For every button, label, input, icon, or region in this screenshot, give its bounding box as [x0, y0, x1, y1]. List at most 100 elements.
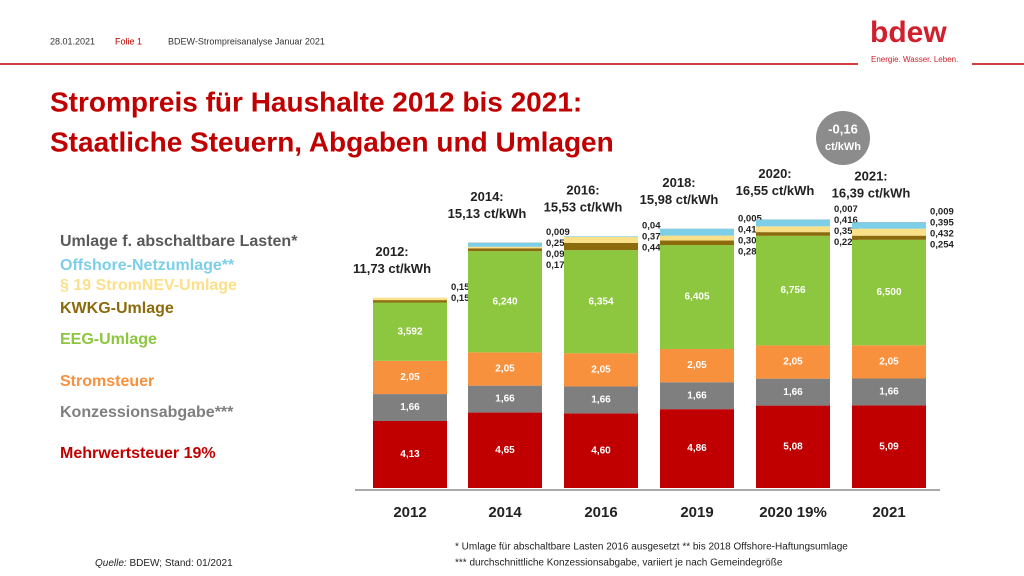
- bar-segment: [564, 242, 638, 251]
- bar-segment: [373, 394, 447, 422]
- segment-label: 0,395: [930, 218, 954, 229]
- segment-label: 0,007: [834, 204, 858, 215]
- segment-label: 2,05: [687, 360, 707, 371]
- legend-label: EEG-Umlage: [60, 331, 157, 348]
- segment-label: 0,416: [738, 224, 762, 235]
- source-text: BDEW; Stand: 01/2021: [127, 558, 233, 569]
- bar-segment: [373, 302, 447, 361]
- total-year: 2014:: [470, 189, 503, 204]
- source-label: Quelle:: [95, 558, 127, 569]
- bar-segment: [660, 348, 734, 383]
- bar-segment: [660, 240, 734, 246]
- segment-label: 6,354: [588, 296, 613, 307]
- bar-segment: [373, 360, 447, 395]
- tagline: Energie. Wasser. Leben.: [871, 55, 958, 64]
- bar-segment: [373, 297, 447, 301]
- total-year: 2018:: [662, 175, 695, 190]
- segment-label: 4,13: [400, 449, 420, 460]
- segment-label: 4,86: [687, 443, 707, 454]
- slide-number: Folie 1: [115, 36, 142, 46]
- segment-label: 6,405: [684, 292, 709, 303]
- segment-label: 4,65: [495, 445, 515, 456]
- segment-label: 2,05: [495, 364, 515, 375]
- bar-segment: [660, 245, 734, 349]
- total-value: 15,13 ct/kWh: [448, 206, 527, 221]
- segment-label: 0,445: [642, 243, 666, 254]
- legend-label: Umlage f. abschaltbare Lasten*: [60, 233, 298, 250]
- bar-segment: [756, 219, 830, 227]
- segment-label: 0,250: [546, 238, 570, 249]
- bar-segment: [756, 405, 830, 488]
- segment-label: 0,04: [642, 221, 661, 232]
- segment-label: 2,05: [400, 372, 420, 383]
- bar-segment: [852, 405, 926, 488]
- bar-segment: [852, 228, 926, 236]
- bar-segment: [852, 345, 926, 379]
- segment-label: 0,005: [738, 213, 762, 224]
- bar-segment: [660, 382, 734, 410]
- segment-label: 6,756: [780, 285, 805, 296]
- segment-label: 1,66: [591, 395, 611, 406]
- footnote: * Umlage für abschaltbare Lasten 2016 au…: [455, 542, 848, 553]
- segment-label: 0,226: [834, 237, 858, 248]
- bar-segment: [564, 250, 638, 354]
- segment-label: 6,240: [492, 296, 517, 307]
- x-tick-label: 2020 19%: [759, 504, 827, 521]
- x-tick-label: 2019: [680, 504, 713, 521]
- total-value: 16,55 ct/kWh: [736, 183, 815, 198]
- segment-label: 0,178: [546, 260, 570, 271]
- legend-label: Mehrwertsteuer 19%: [60, 445, 216, 462]
- segment-label: 0,009: [546, 227, 570, 238]
- bar-segment: [468, 352, 542, 386]
- segment-label: 0,358: [834, 226, 858, 237]
- segment-label: 0,254: [930, 240, 954, 251]
- x-tick-label: 2012: [393, 504, 426, 521]
- segment-label: 0,432: [930, 229, 954, 240]
- bar-segment: [564, 386, 638, 414]
- total-year: 2016:: [566, 183, 599, 198]
- footnote: *** durchschnittliche Konzessionsabgabe,…: [455, 558, 783, 569]
- segment-label: 0,151: [451, 282, 475, 293]
- legend-label: § 19 StromNEV-Umlage: [60, 277, 237, 294]
- segment-label: 2,05: [879, 357, 899, 368]
- bar-segment: [852, 239, 926, 346]
- segment-label: 1,66: [879, 387, 899, 398]
- total-value: 16,39 ct/kWh: [832, 186, 911, 201]
- bar-segment: [373, 300, 447, 303]
- bar-segment: [660, 235, 734, 241]
- segment-label: 0,150: [451, 293, 475, 304]
- bar-segment: [852, 378, 926, 406]
- segment-label: 5,09: [879, 441, 899, 452]
- bar-segment: [660, 409, 734, 488]
- segment-label: 0,092: [546, 249, 570, 260]
- segment-label: 0,416: [834, 215, 858, 226]
- bar-segment: [852, 222, 926, 229]
- segment-label: 0,378: [642, 232, 666, 243]
- bar-segment: [852, 235, 926, 240]
- segment-label: 0,305: [738, 235, 762, 246]
- bar-segment: [468, 251, 542, 353]
- segment-label: 5,08: [783, 441, 803, 452]
- bar-segment: [373, 421, 447, 488]
- legend-label: KWKG-Umlage: [60, 300, 174, 317]
- legend-label: Konzessionsabgabe***: [60, 404, 234, 421]
- segment-label: 3,592: [397, 326, 422, 337]
- bar-segment: [468, 412, 542, 488]
- total-value: 15,98 ct/kWh: [640, 192, 719, 207]
- bar-segment: [756, 345, 830, 379]
- segment-label: 2,05: [591, 364, 611, 375]
- bar-segment: [756, 226, 830, 233]
- change-bubble: [816, 111, 870, 165]
- bar-segment: [468, 242, 542, 247]
- segment-label: 2,05: [783, 357, 803, 368]
- x-tick-label: 2021: [872, 504, 905, 521]
- segment-label: 0,009: [930, 207, 954, 218]
- source: Quelle: BDEW; Stand: 01/2021: [95, 558, 233, 569]
- segment-label: 1,66: [687, 390, 707, 401]
- bar-segment: [564, 413, 638, 488]
- deck-title: BDEW-Strompreisanalyse Januar 2021: [168, 36, 325, 46]
- bar-segment: [468, 248, 542, 252]
- bar-segment: [564, 236, 638, 237]
- x-tick-label: 2016: [584, 504, 617, 521]
